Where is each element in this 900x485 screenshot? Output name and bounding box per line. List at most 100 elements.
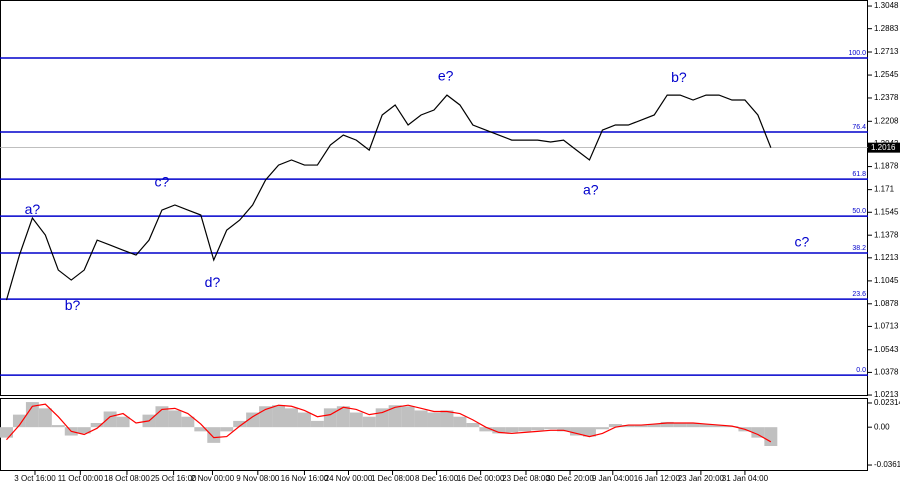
wave-label: a? xyxy=(25,201,41,217)
histogram-bar xyxy=(479,427,493,432)
x-tick-label: 25 Oct 16:00 xyxy=(151,474,197,483)
x-tick-label: 16 Jan 12:00 xyxy=(634,474,681,483)
histogram-bar xyxy=(103,411,117,428)
x-tick-label: 24 Nov 00:00 xyxy=(325,474,373,483)
fib-label: 61.8 xyxy=(852,171,866,178)
histogram-bar xyxy=(453,416,467,428)
histogram-bar xyxy=(440,410,454,428)
histogram-bar xyxy=(0,427,13,438)
x-tick-label: 16 Nov 16:00 xyxy=(281,474,329,483)
wave-label: d? xyxy=(205,274,221,290)
y-tick-label: 1.1878 xyxy=(874,162,899,171)
wave-label: e? xyxy=(438,68,454,84)
histogram-bar xyxy=(116,416,130,428)
wave-label: c? xyxy=(795,234,810,250)
y-tick-label: 1.1545 xyxy=(874,207,899,216)
y-tick-label: 1.2545 xyxy=(874,70,899,79)
y-tick-label: 0.02314 xyxy=(874,398,900,407)
histogram-bar xyxy=(660,421,674,428)
price-line xyxy=(6,403,772,443)
histogram-bar xyxy=(595,427,609,430)
histogram-bar xyxy=(388,405,402,428)
histogram-bar xyxy=(349,412,363,428)
histogram-bar xyxy=(297,412,311,428)
y-tick-label: 1.2378 xyxy=(874,93,899,102)
histogram-bar xyxy=(608,424,622,428)
histogram-bar xyxy=(634,425,648,428)
histogram-bar xyxy=(168,410,182,428)
histogram-bar xyxy=(466,422,480,428)
x-tick-label: 16 Dec 00:00 xyxy=(457,474,505,483)
indicator-frame xyxy=(0,398,868,471)
histogram-bar xyxy=(686,422,700,428)
x-tick-label: 8 Dec 16:00 xyxy=(415,474,459,483)
histogram-bar xyxy=(38,408,52,428)
x-tick-label: 30 Dec 20:00 xyxy=(546,474,594,483)
histogram-bar xyxy=(323,408,337,428)
histogram-bar xyxy=(544,427,558,430)
y-tick-label: 1.1213 xyxy=(874,253,899,262)
x-tick-label: 3 Oct 16:00 xyxy=(14,474,56,483)
x-tick-label: 23 Jan 20:00 xyxy=(678,474,725,483)
main-frame xyxy=(0,0,868,396)
histogram-bar xyxy=(233,420,247,428)
fib-label: 38.2 xyxy=(852,245,866,252)
histogram-bar xyxy=(12,414,26,428)
histogram-bar xyxy=(90,422,104,428)
histogram-bar xyxy=(505,427,519,433)
histogram-bar xyxy=(751,427,765,438)
histogram-bar xyxy=(712,425,726,428)
y-tick-label: 1.1045 xyxy=(874,276,899,285)
histogram-bar xyxy=(362,416,376,428)
x-tick-label: 2 Nov 00:00 xyxy=(191,474,235,483)
histogram-bar xyxy=(427,412,441,428)
histogram-bar xyxy=(401,406,415,428)
histogram-bar xyxy=(77,427,91,434)
wave-label: b? xyxy=(671,69,687,85)
x-tick-label: 1 Dec 08:00 xyxy=(371,474,415,483)
fib-label: 0.0 xyxy=(856,367,866,374)
histogram-bar xyxy=(310,420,324,428)
histogram-bar xyxy=(647,424,661,428)
histogram-bar xyxy=(181,416,195,428)
x-tick-label: 18 Oct 08:00 xyxy=(104,474,150,483)
histogram-bar xyxy=(673,422,687,428)
histogram-bar xyxy=(699,424,713,428)
histogram-bar xyxy=(336,406,350,428)
y-tick-label: 1.0378 xyxy=(874,368,899,377)
histogram-bar xyxy=(582,427,596,437)
y-tick-label: 1.3048 xyxy=(874,1,899,10)
histogram-bar xyxy=(492,427,506,434)
histogram-bar xyxy=(621,425,635,428)
histogram-bar xyxy=(531,427,545,431)
y-tick-label: 1.171 xyxy=(874,185,895,194)
fib-label: 50.0 xyxy=(852,208,866,215)
y-tick-label: 0.00 xyxy=(874,422,890,431)
fib-label: 100.0 xyxy=(848,50,866,57)
x-tick-label: 31 Jan 04:00 xyxy=(722,474,769,483)
fib-label: 23.6 xyxy=(852,291,866,298)
y-tick-label: 1.0713 xyxy=(874,322,899,331)
y-tick-label: -0.03619 xyxy=(874,460,900,469)
y-tick-label: 1.0543 xyxy=(874,345,899,354)
fib-label: 76.4 xyxy=(852,124,866,131)
histogram-bar xyxy=(285,408,298,428)
histogram-bar xyxy=(414,410,428,428)
price-line xyxy=(5,94,772,301)
y-tick-label: 1.0213 xyxy=(874,390,899,399)
current-price-box xyxy=(868,142,900,153)
histogram-bar xyxy=(570,427,583,436)
histogram-bar xyxy=(194,427,208,432)
x-tick-label: 9 Jan 04:00 xyxy=(592,474,634,483)
histogram-bar xyxy=(246,412,260,428)
histogram-bar xyxy=(272,405,286,428)
y-tick-label: 1.2208 xyxy=(874,116,899,125)
y-tick-label: 1.2713 xyxy=(874,47,899,56)
y-tick-label: 1.2883 xyxy=(874,24,899,33)
histogram-bar xyxy=(220,427,234,432)
x-tick-label: 23 Dec 08:00 xyxy=(502,474,550,483)
x-tick-label: 11 Oct 00:00 xyxy=(58,474,104,483)
histogram-bar xyxy=(25,402,39,428)
histogram-bar xyxy=(557,427,571,432)
